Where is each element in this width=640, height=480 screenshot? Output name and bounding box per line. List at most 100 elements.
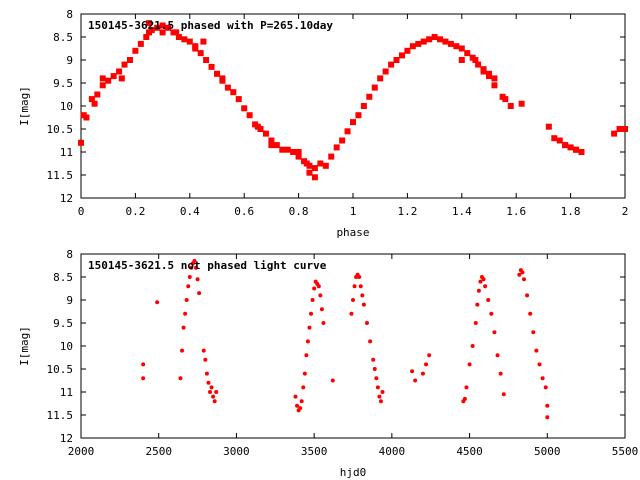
data-point <box>360 293 365 298</box>
y-tick-label: 12 <box>60 192 73 205</box>
data-point <box>374 376 379 381</box>
data-point <box>94 91 101 98</box>
data-point <box>311 165 318 172</box>
data-point <box>567 144 574 151</box>
data-point <box>398 52 405 59</box>
data-point <box>377 394 382 399</box>
data-point <box>453 43 460 50</box>
data-point <box>180 348 185 353</box>
data-point <box>322 162 329 169</box>
data-point <box>183 311 188 316</box>
data-point <box>206 380 211 385</box>
data-point <box>165 24 172 31</box>
x-tick-label: 0.8 <box>289 205 309 218</box>
data-point <box>303 160 310 167</box>
data-point <box>410 369 415 374</box>
data-point <box>91 100 98 107</box>
data-point <box>545 403 550 408</box>
data-point <box>545 415 550 420</box>
y-tick-label: 8 <box>66 248 73 261</box>
x-tick-label: 4000 <box>379 445 406 458</box>
data-point <box>388 61 395 68</box>
data-point <box>209 385 214 390</box>
data-point <box>321 321 326 325</box>
data-point <box>154 24 161 31</box>
data-point <box>375 385 380 390</box>
data-point <box>137 40 144 47</box>
data-point <box>578 149 585 155</box>
data-point <box>556 137 563 144</box>
y-axis-label: I[mag] <box>18 326 31 366</box>
data-point <box>344 128 351 135</box>
data-point <box>187 275 192 279</box>
x-tick-label: 1.2 <box>397 205 417 218</box>
data-point <box>181 36 188 43</box>
data-point <box>204 371 209 376</box>
data-point <box>178 376 183 381</box>
x-axis-label: hjd0 <box>340 466 367 479</box>
data-point <box>517 272 522 277</box>
data-point <box>486 298 491 302</box>
x-tick-label: 1.6 <box>506 205 526 218</box>
y-tick-label: 11.5 <box>47 169 74 182</box>
data-point <box>88 96 95 103</box>
data-point <box>219 75 226 82</box>
data-point <box>364 321 369 325</box>
data-point <box>214 390 219 394</box>
data-point <box>312 286 317 291</box>
data-point <box>350 119 356 126</box>
data-point <box>491 75 498 82</box>
data-point <box>189 265 194 270</box>
data-point <box>491 82 498 89</box>
data-point <box>203 357 208 362</box>
data-point <box>262 130 269 137</box>
data-point <box>268 142 275 149</box>
data-point <box>393 57 400 63</box>
data-point <box>173 29 180 36</box>
data-point <box>475 302 480 307</box>
data-point <box>99 75 106 82</box>
data-point <box>409 43 416 50</box>
data-point <box>295 153 302 160</box>
data-point <box>186 38 193 45</box>
data-point <box>611 130 618 137</box>
data-point <box>201 348 206 353</box>
data-point <box>437 36 444 43</box>
data-point <box>159 29 166 36</box>
data-point <box>307 325 312 330</box>
x-tick-label: 0.6 <box>234 205 254 218</box>
data-point <box>148 27 155 34</box>
data-point <box>241 105 248 112</box>
x-tick-label: 5000 <box>534 445 561 458</box>
data-point <box>458 57 465 63</box>
data-point <box>543 385 548 390</box>
data-point <box>192 45 199 52</box>
y-tick-label: 10 <box>60 340 73 353</box>
data-point <box>525 293 530 298</box>
plot-title: 150145-3621.5 phased with P=265.10day <box>88 19 333 32</box>
data-point <box>284 146 291 153</box>
data-point <box>302 371 307 376</box>
data-point <box>472 57 479 63</box>
data-point <box>537 362 542 367</box>
data-point <box>328 153 335 160</box>
data-point <box>333 144 340 151</box>
data-point <box>622 126 628 132</box>
data-point <box>426 36 433 43</box>
data-point <box>141 376 146 381</box>
y-tick-label: 10 <box>60 100 73 113</box>
x-tick-label: 0 <box>78 205 85 218</box>
plot-frame <box>80 13 626 199</box>
data-point <box>534 348 539 353</box>
data-point <box>528 311 533 316</box>
data-point <box>573 146 580 153</box>
phased-light-curve-panel: 0 0.2 0.4 0.6 0.8 1 1.2 1.4 1.6 1.8 2 8 8.5 9 9.5 10 10.… <box>18 8 628 239</box>
data-point <box>126 57 133 63</box>
data-point <box>540 376 545 381</box>
data-point <box>194 265 199 270</box>
data-point <box>330 378 335 383</box>
y-tick-label: 12 <box>60 432 73 445</box>
data-point <box>476 288 481 293</box>
data-point <box>290 149 297 155</box>
data-point <box>481 277 486 282</box>
